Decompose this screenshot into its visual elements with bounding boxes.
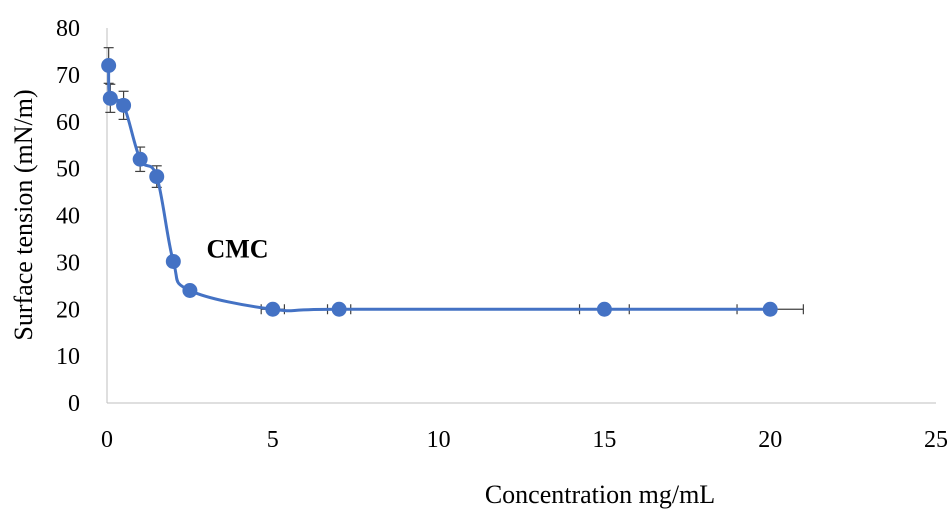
y-tick-label: 10 — [56, 344, 80, 370]
x-tick-label: 20 — [758, 427, 782, 453]
data-point — [165, 253, 181, 269]
error-bars — [103, 47, 804, 315]
data-points — [101, 58, 778, 317]
data-point — [102, 90, 118, 106]
series-line — [107, 65, 771, 313]
y-tick-label: 50 — [56, 157, 80, 183]
x-tick-label: 10 — [427, 427, 451, 453]
y-tick-label: 40 — [56, 204, 80, 230]
x-tick-label: 0 — [101, 427, 113, 453]
x-axis-title: Concentration mg/mL — [485, 480, 715, 509]
cmc-annotation: CMC — [206, 235, 268, 264]
y-tick-label: 60 — [56, 110, 80, 136]
y-axis-title: Surface tension (mN/m) — [9, 89, 38, 340]
y-tick-label: 80 — [56, 16, 80, 42]
data-point — [149, 169, 165, 185]
data-point — [101, 58, 117, 73]
y-tick-label: 30 — [56, 250, 80, 276]
x-axis: 0 5 10 15 20 25 — [101, 402, 948, 453]
data-point — [596, 301, 612, 317]
data-point — [132, 151, 148, 167]
data-point — [265, 301, 281, 317]
y-tick-label: 70 — [56, 63, 80, 89]
y-axis: 0 10 20 30 40 50 60 70 80 — [56, 16, 108, 417]
data-point — [116, 97, 132, 113]
x-tick-label: 5 — [267, 427, 279, 453]
x-tick-label: 15 — [592, 427, 616, 453]
data-point — [762, 301, 778, 317]
annotations: CMC — [206, 235, 268, 264]
x-tick-label: 25 — [924, 427, 948, 453]
y-tick-label: 20 — [56, 297, 80, 323]
y-tick-label: 0 — [68, 391, 80, 417]
data-point — [182, 283, 198, 298]
series-line-group — [107, 65, 771, 313]
data-point — [331, 301, 347, 317]
